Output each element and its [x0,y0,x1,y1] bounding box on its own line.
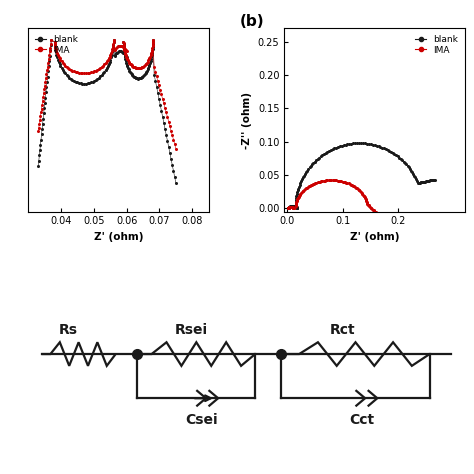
Text: Csei: Csei [185,413,218,427]
Text: Rct: Rct [329,323,355,337]
Legend: blank, IMA: blank, IMA [33,33,80,56]
X-axis label: Z' (ohm): Z' (ohm) [350,232,399,242]
Legend: blank, IMA: blank, IMA [413,33,460,56]
Text: Cct: Cct [349,413,374,427]
Text: (b): (b) [239,14,264,29]
X-axis label: Z' (ohm): Z' (ohm) [94,232,143,242]
Y-axis label: -Z'' (ohm): -Z'' (ohm) [242,91,252,148]
Text: Rsei: Rsei [174,323,208,337]
Text: Rs: Rs [59,323,78,337]
